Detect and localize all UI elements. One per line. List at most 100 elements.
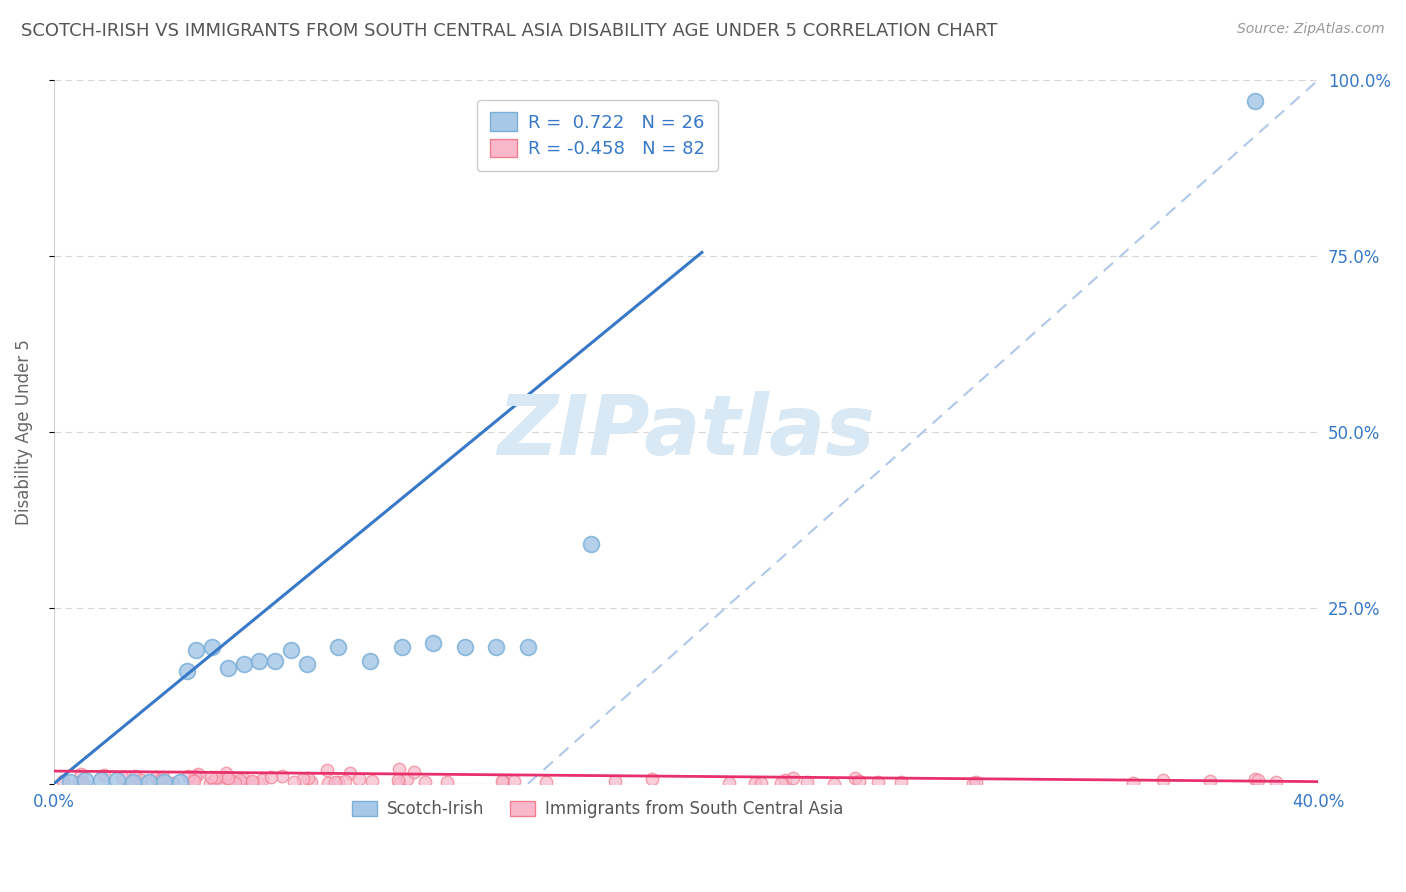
Point xyxy=(1152,773,1174,788)
Point xyxy=(413,774,436,789)
Point xyxy=(214,770,236,784)
Point xyxy=(796,775,818,789)
Point xyxy=(177,769,200,783)
Point xyxy=(90,773,112,788)
Point xyxy=(181,772,204,787)
Point xyxy=(292,772,315,787)
Point xyxy=(240,774,263,789)
Point xyxy=(260,771,283,785)
Point xyxy=(347,772,370,787)
Point xyxy=(232,657,254,672)
Point xyxy=(387,772,409,787)
Point xyxy=(232,772,254,787)
Point xyxy=(105,773,128,788)
Point xyxy=(200,770,222,784)
Point xyxy=(782,771,804,785)
Point xyxy=(962,775,984,789)
Point xyxy=(503,773,526,788)
Point xyxy=(641,772,664,787)
Point xyxy=(59,774,82,789)
Point xyxy=(848,773,870,788)
Point xyxy=(769,776,792,790)
Point xyxy=(454,640,477,654)
Point xyxy=(579,537,602,551)
Point xyxy=(162,775,184,789)
Text: Source: ZipAtlas.com: Source: ZipAtlas.com xyxy=(1237,22,1385,37)
Point xyxy=(315,764,337,778)
Point xyxy=(184,769,207,783)
Point xyxy=(283,774,305,789)
Y-axis label: Disability Age Under 5: Disability Age Under 5 xyxy=(15,339,32,524)
Point xyxy=(517,640,540,654)
Point xyxy=(153,774,176,789)
Point xyxy=(232,776,254,790)
Point xyxy=(247,654,270,668)
Point xyxy=(229,773,252,788)
Point xyxy=(534,775,557,789)
Point xyxy=(396,772,419,786)
Point xyxy=(328,775,350,789)
Point xyxy=(217,771,239,785)
Point xyxy=(152,771,174,785)
Point xyxy=(744,776,766,790)
Point xyxy=(360,774,382,789)
Point xyxy=(422,636,444,650)
Point xyxy=(603,774,626,789)
Point xyxy=(749,776,772,790)
Point xyxy=(187,767,209,781)
Point xyxy=(316,776,339,790)
Text: ZIPatlas: ZIPatlas xyxy=(498,392,875,473)
Point xyxy=(247,776,270,790)
Text: SCOTCH-IRISH VS IMMIGRANTS FROM SOUTH CENTRAL ASIA DISABILITY AGE UNDER 5 CORREL: SCOTCH-IRISH VS IMMIGRANTS FROM SOUTH CE… xyxy=(21,22,998,40)
Point xyxy=(391,640,413,654)
Point xyxy=(280,643,302,657)
Point xyxy=(214,766,236,780)
Point xyxy=(264,654,287,668)
Point xyxy=(328,640,350,654)
Point xyxy=(204,770,226,784)
Point xyxy=(145,770,167,784)
Point xyxy=(67,775,90,789)
Point xyxy=(1264,775,1286,789)
Point xyxy=(339,766,361,780)
Point xyxy=(72,775,94,789)
Point xyxy=(1247,772,1270,787)
Point xyxy=(270,769,292,783)
Point xyxy=(121,774,143,789)
Point xyxy=(866,775,889,789)
Point xyxy=(1122,776,1144,790)
Point xyxy=(335,773,357,788)
Point xyxy=(129,772,152,787)
Point xyxy=(219,773,242,788)
Point xyxy=(492,774,515,789)
Point xyxy=(1199,773,1222,788)
Point xyxy=(224,776,246,790)
Point xyxy=(169,774,191,789)
Point xyxy=(93,768,115,782)
Point xyxy=(217,660,239,674)
Point xyxy=(176,664,198,678)
Point xyxy=(1244,94,1267,108)
Point xyxy=(301,774,323,789)
Legend: Scotch-Irish, Immigrants from South Central Asia: Scotch-Irish, Immigrants from South Cent… xyxy=(346,793,849,825)
Point xyxy=(52,773,75,788)
Point xyxy=(297,771,319,785)
Point xyxy=(388,776,411,790)
Point xyxy=(250,773,273,788)
Point xyxy=(148,773,170,788)
Point xyxy=(323,774,346,789)
Point xyxy=(717,776,740,790)
Point xyxy=(70,767,93,781)
Point xyxy=(844,771,866,785)
Point xyxy=(890,775,912,789)
Point xyxy=(242,774,264,789)
Point xyxy=(359,654,381,668)
Point xyxy=(823,777,845,791)
Point xyxy=(965,774,987,789)
Point xyxy=(209,776,232,790)
Point xyxy=(404,764,426,779)
Point xyxy=(184,643,207,657)
Point xyxy=(124,769,146,783)
Point xyxy=(138,774,160,789)
Point xyxy=(111,770,134,784)
